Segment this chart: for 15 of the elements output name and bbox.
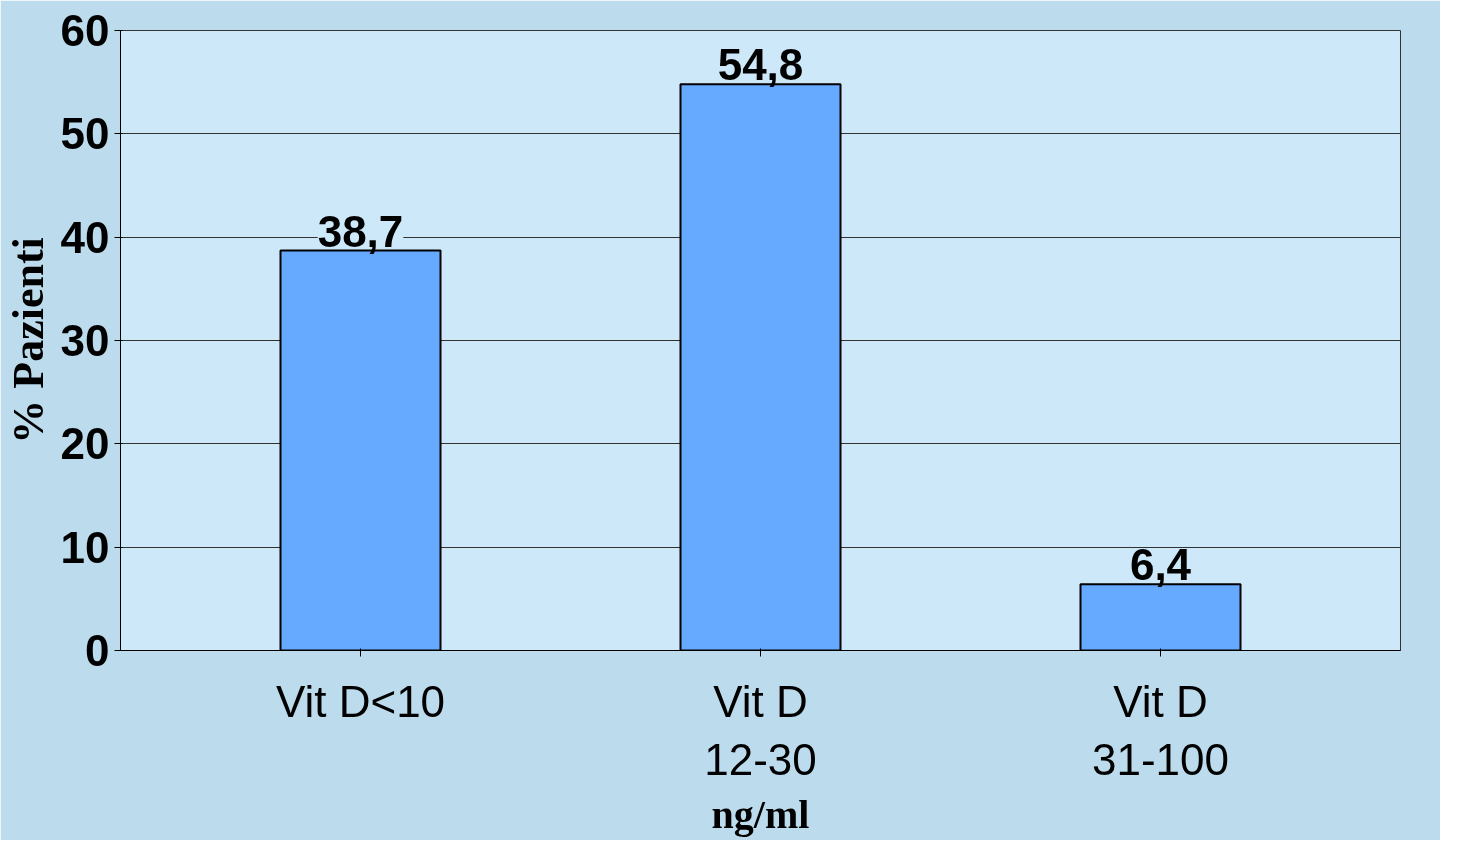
data-label: 54,8 xyxy=(717,40,804,90)
x-tick-label: Vit D 31-100 xyxy=(1092,676,1230,785)
y-tick-label: 0 xyxy=(85,626,110,675)
y-tick-label: 30 xyxy=(60,316,110,365)
y-tick-label: 10 xyxy=(60,522,110,572)
y-tick-label: 50 xyxy=(60,109,110,159)
data-label: 6,4 xyxy=(1129,540,1192,590)
y-axis-title: % Pazienti xyxy=(3,237,53,444)
y-tick-label: 60 xyxy=(60,6,110,55)
x-tick-label: Vit D<10 xyxy=(275,676,446,726)
y-tick-label: 40 xyxy=(60,212,110,262)
x-axis-title: ng/ml xyxy=(711,792,810,838)
data-label: 38,7 xyxy=(317,206,404,256)
y-tick-label: 20 xyxy=(60,419,110,469)
x-tick-label: Vit D 12-30 xyxy=(704,676,817,785)
